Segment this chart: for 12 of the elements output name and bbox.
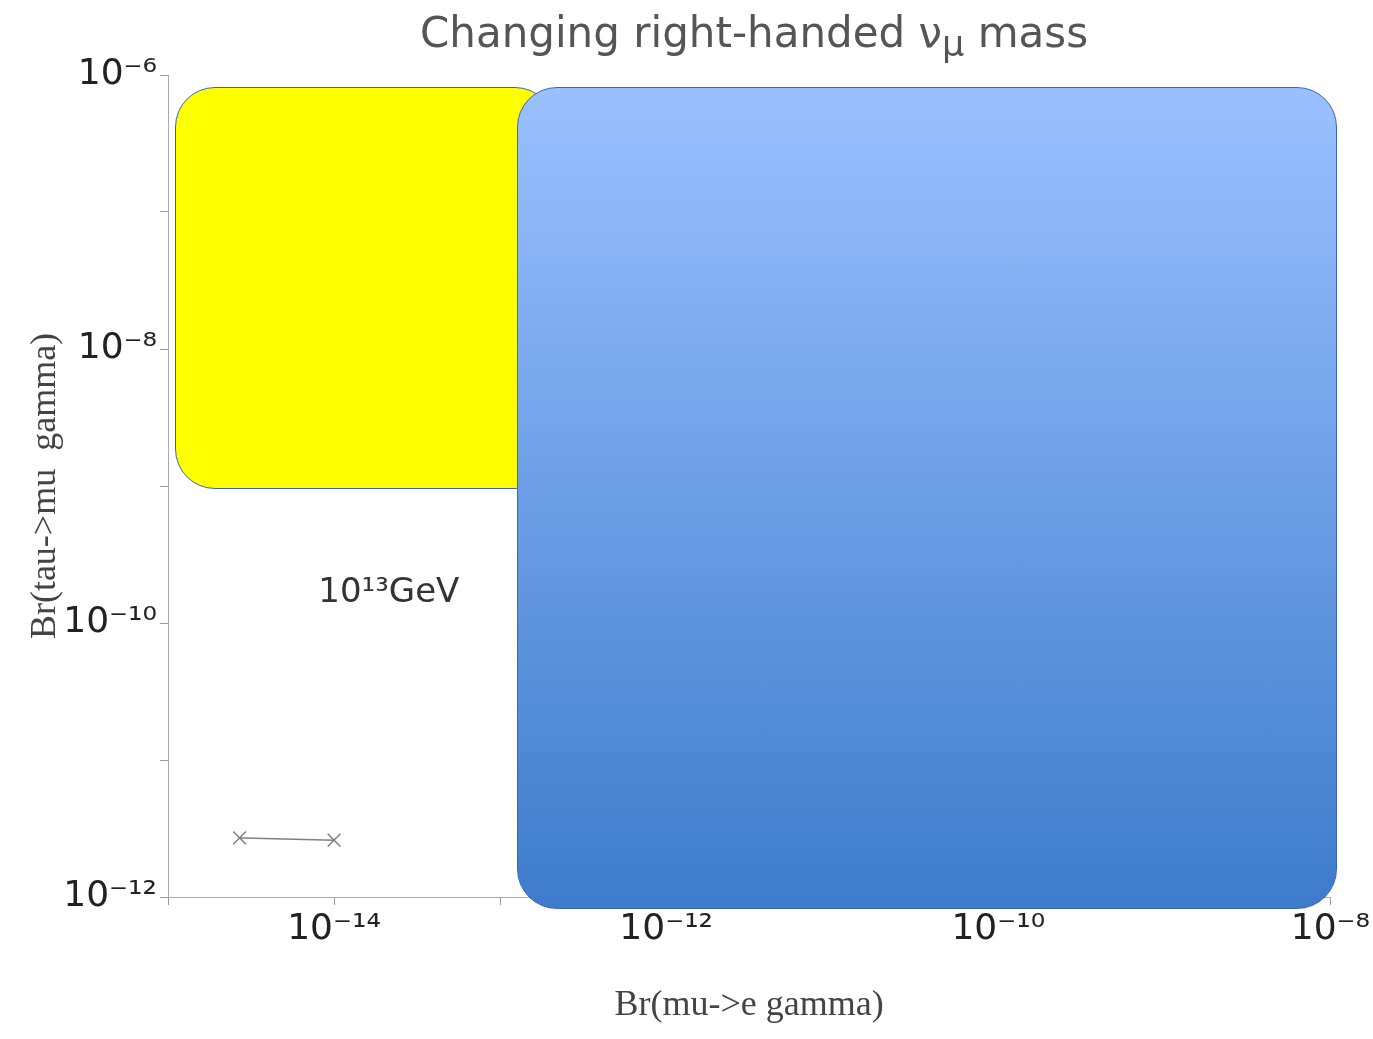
annotation: 10¹³GeV xyxy=(318,569,460,610)
chart-title: Changing right-handed ν$_{μ}$ mass xyxy=(418,8,1090,65)
x-tick-label: 10⁻⁸ xyxy=(1290,905,1370,947)
y-tick-label: 10⁻¹⁰ xyxy=(63,599,157,641)
x-tick-label: 10⁻¹⁴ xyxy=(287,905,381,947)
x-tick-label: 10⁻¹⁰ xyxy=(951,905,1046,947)
y-tick-label: 10⁻⁶ xyxy=(77,51,157,93)
x-axis-title: Br(mu->e gamma) xyxy=(614,982,884,1023)
y-tick-label: 10⁻⁸ xyxy=(77,325,157,367)
x-tick-label: 10⁻¹² xyxy=(619,905,714,947)
y-tick-label: 10⁻¹² xyxy=(63,873,157,915)
y-axis-title: Br(tau->mu gamma) xyxy=(23,332,64,640)
